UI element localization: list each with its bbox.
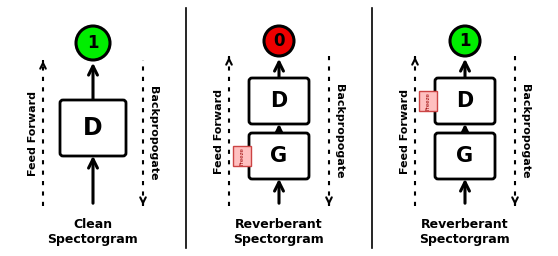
Text: 1: 1 xyxy=(459,32,471,50)
Text: Backpropogate: Backpropogate xyxy=(148,86,158,180)
Text: D: D xyxy=(271,91,287,111)
Circle shape xyxy=(450,26,480,56)
FancyBboxPatch shape xyxy=(249,133,309,179)
FancyBboxPatch shape xyxy=(233,146,251,166)
Text: Reverberant
Spectorgram: Reverberant Spectorgram xyxy=(234,218,324,246)
Text: Reverberant
Spectorgram: Reverberant Spectorgram xyxy=(420,218,511,246)
Text: Feed Forward: Feed Forward xyxy=(214,89,224,174)
Text: Backpropogate: Backpropogate xyxy=(334,84,344,178)
FancyBboxPatch shape xyxy=(435,78,495,124)
FancyBboxPatch shape xyxy=(419,91,437,111)
Text: Feed Forward: Feed Forward xyxy=(28,91,38,176)
Text: 1: 1 xyxy=(87,34,99,52)
Text: Clean
Spectorgram: Clean Spectorgram xyxy=(47,218,138,246)
Circle shape xyxy=(264,26,294,56)
Text: Feed Forward: Feed Forward xyxy=(400,89,410,174)
Text: Backpropogate: Backpropogate xyxy=(520,84,530,178)
FancyBboxPatch shape xyxy=(435,133,495,179)
Text: G: G xyxy=(456,146,474,166)
Circle shape xyxy=(76,26,110,60)
Text: Freeze: Freeze xyxy=(426,92,431,110)
Text: 0: 0 xyxy=(273,32,285,50)
Text: D: D xyxy=(456,91,474,111)
Text: D: D xyxy=(83,116,103,140)
Text: G: G xyxy=(271,146,287,166)
FancyBboxPatch shape xyxy=(249,78,309,124)
Text: Freeze: Freeze xyxy=(239,147,244,165)
FancyBboxPatch shape xyxy=(60,100,126,156)
